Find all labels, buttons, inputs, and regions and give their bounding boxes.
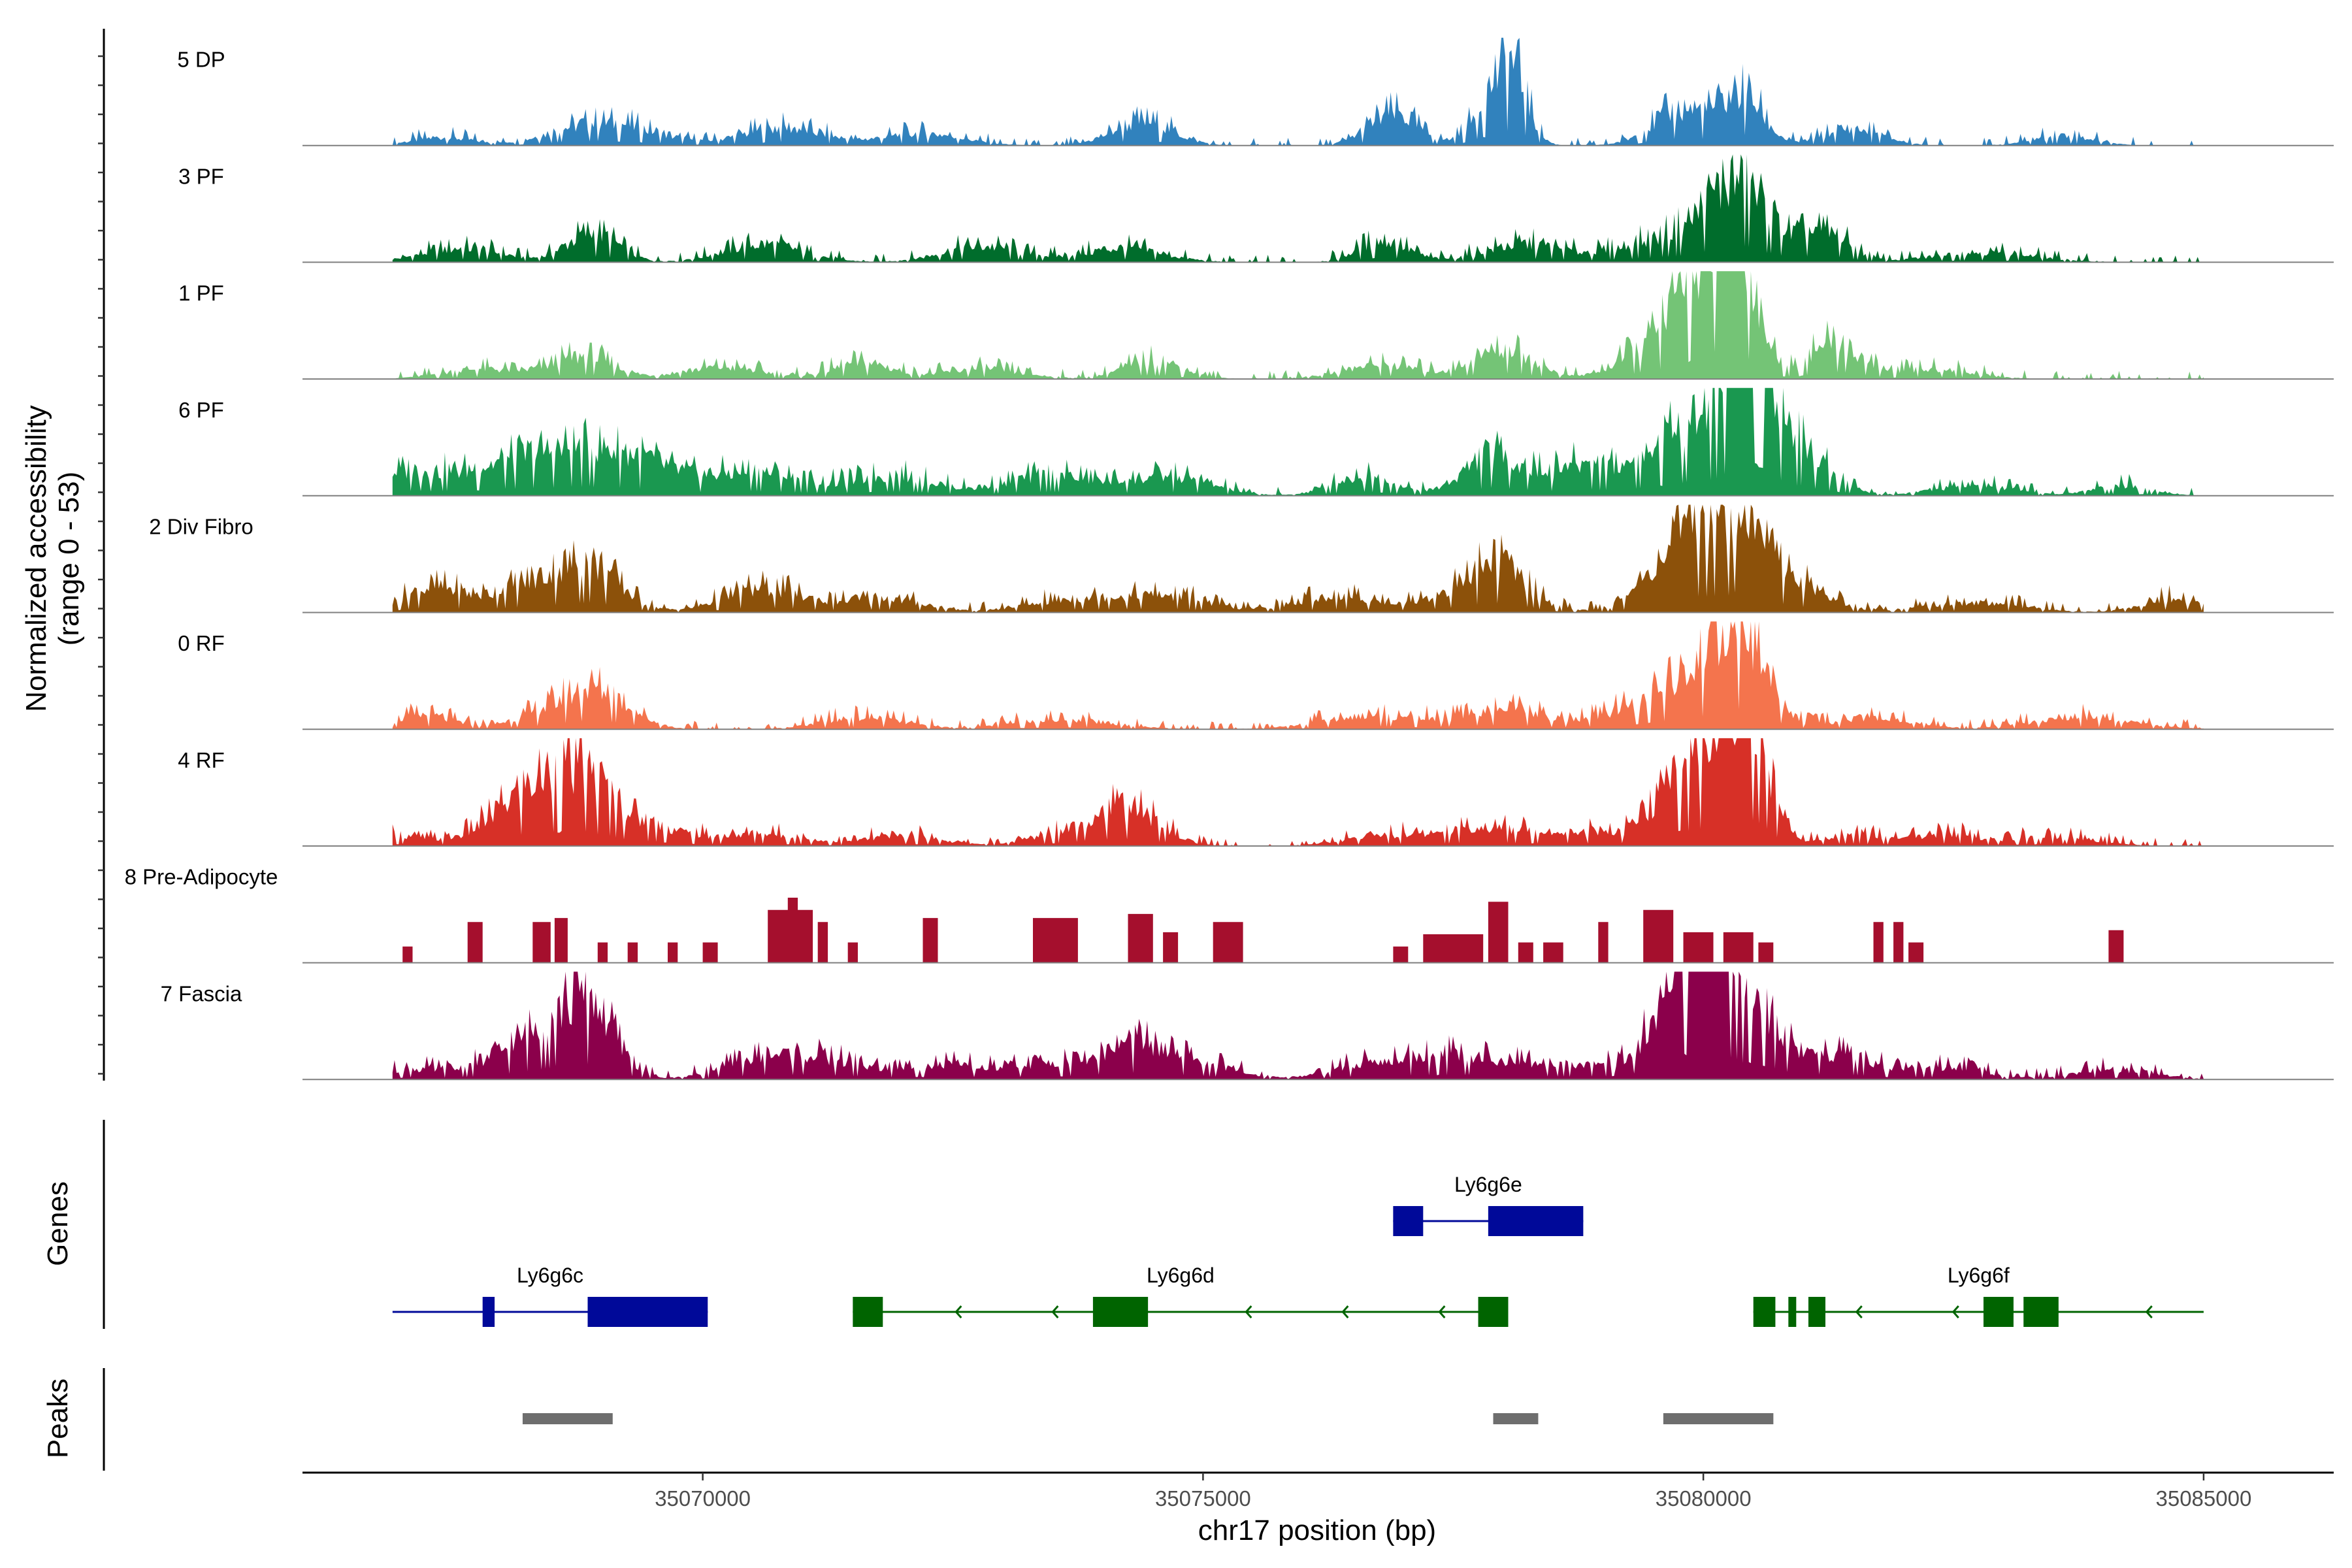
track-label: 1 PF	[178, 281, 224, 305]
peaks-panel-label: Peaks	[42, 1379, 74, 1458]
exon	[2023, 1297, 2059, 1327]
track-label: 6 PF	[178, 398, 224, 422]
track-0-rf: 0 RF	[178, 621, 2334, 730]
exon	[1488, 1206, 1584, 1236]
track-4-rf: 4 RF	[178, 738, 2334, 847]
x-tick-label: 35080000	[1656, 1486, 1752, 1511]
track-label: 7 Fascia	[161, 981, 242, 1005]
track-label: 5 DP	[177, 48, 225, 72]
coverage-area	[402, 898, 2124, 963]
gene-annotation-track: Ly6g6e Ly6g6c Ly6g6d Ly6g6f	[392, 1173, 2204, 1327]
peak-regions-track	[522, 1413, 1774, 1424]
gene-ly6g6f: Ly6g6f	[1753, 1264, 2204, 1327]
track-label: 2 Div Fibro	[149, 515, 253, 539]
track-label: 4 RF	[178, 748, 225, 772]
coverage-area	[392, 271, 2204, 380]
track-6-pf: 6 PF	[178, 387, 2334, 497]
exon	[1478, 1297, 1509, 1327]
strand-arrow	[1952, 1305, 1959, 1318]
gene-label: Ly6g6c	[517, 1264, 583, 1287]
peak-region	[522, 1413, 613, 1424]
x-tick-label: 35070000	[655, 1486, 751, 1511]
coverage-area	[392, 972, 2204, 1080]
exon	[1092, 1297, 1149, 1327]
peak-region	[1493, 1413, 1539, 1424]
track-8-pre-adipocyte: 8 Pre-Adipocyte	[125, 865, 2334, 964]
coverage-area	[392, 154, 2204, 263]
x-axis-ticks: 35070000 35075000 35080000 35085000	[655, 1473, 2251, 1511]
gene-ly6g6d: Ly6g6d	[853, 1264, 1509, 1327]
genes-panel-label: Genes	[42, 1181, 74, 1266]
track-1-pf: 1 PF	[178, 271, 2334, 380]
track-7-fascia: 7 Fascia	[161, 972, 2334, 1081]
exon	[1753, 1297, 1776, 1327]
coverage-area	[392, 387, 2204, 496]
y-axis-title-line1: Normalized accessibility	[20, 405, 52, 711]
exon	[1393, 1206, 1424, 1236]
exon	[482, 1297, 495, 1327]
exon	[1808, 1297, 1825, 1327]
x-tick-label: 35075000	[1155, 1486, 1251, 1511]
coverage-tracks: 5 DP 3 PF 1 PF 6 PF 2 Div Fibro 0 RF 4 RF 8 Pre…	[125, 37, 2334, 1081]
y-axis-title-line2: (range 0 - 53)	[53, 472, 85, 646]
strand-arrow	[1051, 1305, 1059, 1318]
track-2-div-fibro: 2 Div Fibro	[149, 504, 2334, 613]
x-tick-label: 35085000	[2155, 1486, 2251, 1511]
strand-arrow	[955, 1305, 962, 1318]
gene-label: Ly6g6f	[1948, 1264, 2010, 1287]
strand-arrow	[2145, 1305, 2153, 1318]
exon	[853, 1297, 883, 1327]
coverage-area	[392, 621, 2204, 730]
track-3-pf: 3 PF	[178, 154, 2334, 263]
gene-label: Ly6g6e	[1454, 1173, 1522, 1196]
coverage-area	[392, 738, 2204, 846]
gene-ly6g6e: Ly6g6e	[1393, 1173, 1584, 1236]
y-axis-title: Normalized accessibility (range 0 - 53)	[20, 405, 85, 711]
x-axis-title: chr17 position (bp)	[1198, 1514, 1436, 1546]
exon	[1788, 1297, 1797, 1327]
strand-arrow	[1438, 1305, 1446, 1318]
strand-arrow	[1341, 1305, 1349, 1318]
track-label: 8 Pre-Adipocyte	[125, 865, 278, 889]
exon	[587, 1297, 708, 1327]
track-label: 3 PF	[178, 164, 224, 188]
coverage-area	[392, 504, 2204, 613]
gene-label: Ly6g6d	[1147, 1264, 1215, 1287]
coverage-y-ticks	[98, 55, 104, 1075]
track-label: 0 RF	[178, 631, 225, 655]
peak-region	[1663, 1413, 1774, 1424]
track-5-dp: 5 DP	[177, 37, 2334, 146]
gene-ly6g6c: Ly6g6c	[392, 1264, 708, 1327]
strand-arrow	[1855, 1305, 1863, 1318]
coverage-area	[392, 37, 2204, 146]
strand-arrow	[1245, 1305, 1252, 1318]
exon	[1983, 1297, 2014, 1327]
